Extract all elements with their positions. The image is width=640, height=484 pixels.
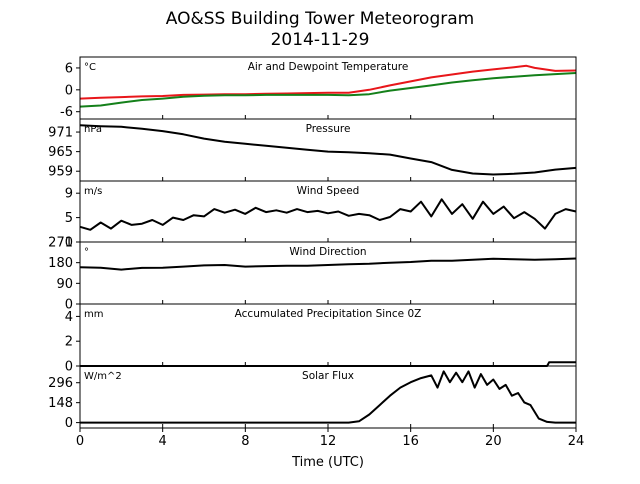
panel-unit-label: hPa	[84, 124, 102, 135]
y-tick-label: 4	[65, 310, 73, 325]
y-tick-label: 0	[65, 83, 73, 98]
panel-unit-label: m/s	[84, 186, 102, 197]
x-tick-label: 0	[76, 434, 84, 449]
panel-0: 6 0 -6 °C Air and Dewpoint Temperature	[60, 56, 577, 120]
y-tick-label: 9	[65, 187, 73, 202]
x-tick-label: 12	[320, 434, 337, 449]
series-line-dew	[79, 72, 577, 108]
panel-title: Solar Flux	[302, 370, 354, 382]
x-axis-label: Time (UTC)	[291, 455, 364, 470]
y-tick-label: 180	[48, 256, 73, 271]
figure-date: 2014-11-29	[271, 30, 370, 50]
series-line-solar_flux	[80, 370, 576, 424]
panel-2: 9 5 1 m/s Wind Speed	[65, 180, 577, 251]
panel-4: 4 2 0 mm Accumulated Precipitation Since 0Z	[65, 303, 577, 375]
panel-title: Pressure	[306, 123, 351, 135]
x-tick-label: 8	[241, 434, 249, 449]
series-line-wind_direction	[79, 257, 577, 271]
y-tick-label: 0	[65, 360, 73, 375]
panel-unit-label: mm	[84, 309, 103, 320]
y-tick-label: 296	[48, 376, 73, 391]
panel-unit-label: °	[84, 247, 89, 258]
panel-unit-label: °C	[84, 62, 96, 73]
panel-title: Wind Direction	[289, 246, 366, 258]
y-tick-label: 5	[65, 211, 73, 226]
series-line-air	[79, 64, 577, 100]
series-line-wind_speed	[79, 198, 577, 231]
x-tick-label: 24	[568, 434, 585, 449]
y-tick-label: 2	[65, 335, 73, 350]
panels-group: 6 0 -6 °C Air and Dewpoint Temperature 971 965…	[48, 56, 577, 431]
y-tick-label: 965	[48, 145, 73, 160]
y-tick-label: 6	[65, 61, 73, 76]
y-tick-label: 148	[48, 396, 73, 411]
panel-title: Air and Dewpoint Temperature	[248, 61, 409, 73]
panel-title: Accumulated Precipitation Since 0Z	[235, 308, 422, 320]
x-tick-label: 16	[402, 434, 419, 449]
y-tick-label: 0	[65, 298, 73, 313]
panel-title: Wind Speed	[297, 185, 360, 197]
panel-3: 270 180 90 0 ° Wind Direction	[48, 236, 577, 313]
panel-1: 971 965 959 hPa Pressure	[48, 118, 577, 182]
y-tick-label: 90	[56, 277, 73, 292]
y-tick-label: 0	[65, 416, 73, 431]
y-tick-label: 971	[48, 126, 73, 141]
panel-5: 296 148 0 W/m^2 Solar Flux	[48, 365, 577, 431]
x-tick-label: 4	[159, 434, 167, 449]
y-tick-label: 959	[48, 165, 73, 180]
figure-title: AO&SS Building Tower Meteorogram	[166, 9, 474, 29]
x-tick-label: 20	[485, 434, 502, 449]
y-tick-label: 1	[65, 236, 73, 251]
x-axis: 0 4 8 12 16 20 24	[76, 428, 584, 449]
y-tick-label: 270	[48, 236, 73, 251]
y-tick-label: -6	[60, 105, 73, 120]
series-line-pressure	[79, 124, 577, 176]
panel-unit-label: W/m^2	[84, 371, 122, 382]
